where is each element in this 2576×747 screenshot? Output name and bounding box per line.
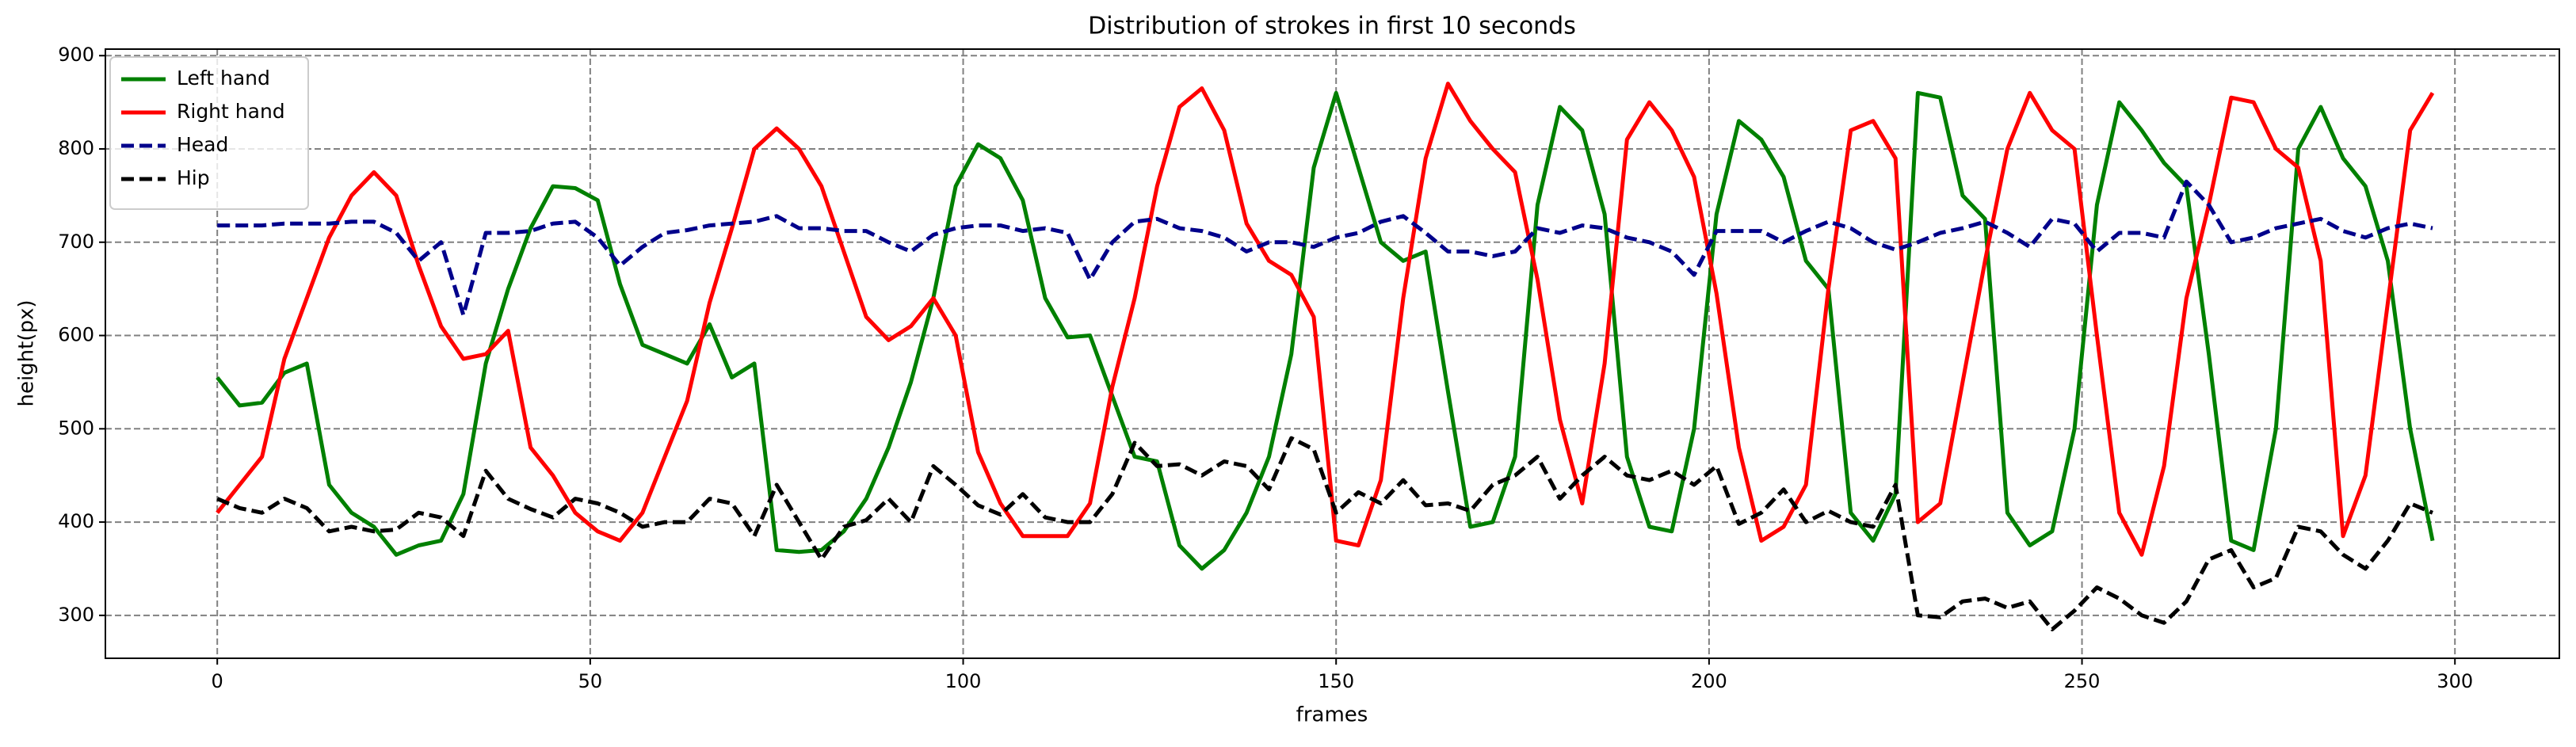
x-tick-label: 150 <box>1318 670 1354 692</box>
series-line <box>216 436 2433 631</box>
x-axis-label: frames <box>1296 703 1368 727</box>
x-tick-label: 0 <box>212 670 223 692</box>
legend-box <box>109 56 309 210</box>
y-tick-label: 900 <box>58 44 94 66</box>
y-tick-label: 400 <box>58 510 94 532</box>
legend-label: Right hand <box>177 100 285 123</box>
x-tick-label: 300 <box>2437 670 2473 692</box>
plot-frame <box>105 48 2560 659</box>
y-tick-label: 300 <box>58 604 94 626</box>
legend-label: Head <box>177 133 228 156</box>
series-line <box>217 179 2433 318</box>
legend-label: Hip <box>177 166 210 189</box>
y-tick-label: 600 <box>58 324 94 346</box>
legend-label: Left hand <box>177 67 270 90</box>
series-line <box>216 82 2435 557</box>
x-tick-label: 100 <box>945 670 982 692</box>
x-tick-label: 200 <box>1691 670 1727 692</box>
y-tick-label: 800 <box>58 137 94 159</box>
y-tick-label: 700 <box>58 231 94 253</box>
y-axis-label: height(px) <box>15 299 39 406</box>
y-tick-label: 500 <box>58 417 94 439</box>
chart-title: Distribution of strokes in first 10 seco… <box>1088 13 1576 40</box>
series-line <box>216 90 2435 571</box>
x-tick-label: 50 <box>578 670 603 692</box>
x-tick-label: 250 <box>2064 670 2101 692</box>
